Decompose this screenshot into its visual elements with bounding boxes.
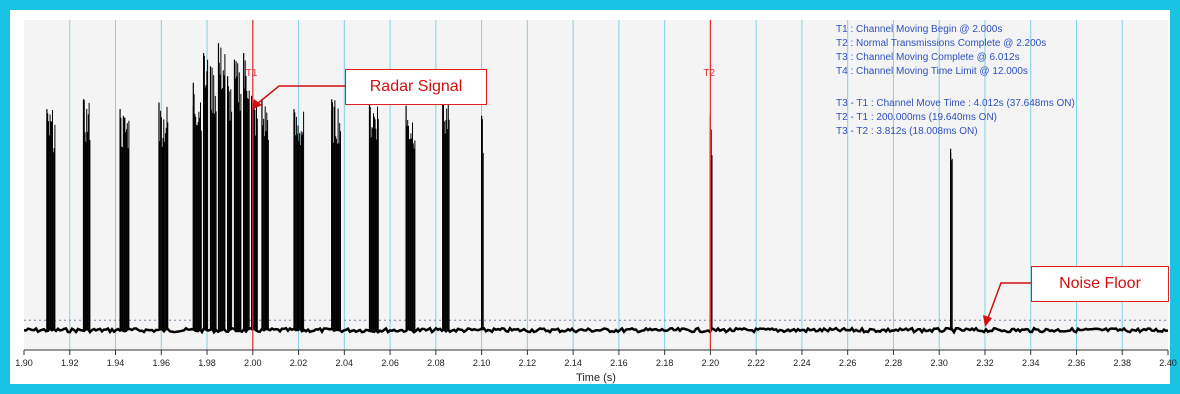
x-tick-label: 2.30 bbox=[930, 358, 948, 368]
signal-burst bbox=[82, 99, 91, 331]
marker-label-t2: T2 bbox=[703, 68, 715, 79]
x-tick-label: 1.94 bbox=[107, 358, 125, 368]
x-tick-label: 2.18 bbox=[656, 358, 674, 368]
noise-arrow-line bbox=[987, 282, 1031, 319]
signal-burst bbox=[368, 95, 379, 331]
x-axis-label: Time (s) bbox=[576, 372, 616, 384]
radar-signal-callout: Radar Signal bbox=[345, 69, 487, 105]
x-axis-ticks: 1.90 1.92 1.94 1.96 1.98 2.00 2.02 2.04 2.06 2.08… bbox=[15, 349, 1177, 368]
x-tick-label: 2.02 bbox=[290, 358, 308, 368]
annotation-line: T2 : Normal Transmissions Complete @ 2.2… bbox=[836, 38, 1046, 49]
signal-burst bbox=[331, 99, 341, 331]
annotation-block: T1 : Channel Moving Begin @ 2.000s T2 : N… bbox=[836, 24, 1075, 137]
signal-burst bbox=[217, 43, 226, 331]
x-tick-label: 2.24 bbox=[793, 358, 811, 368]
marker-label-t1: T1 bbox=[246, 68, 258, 79]
x-tick-label: 1.90 bbox=[15, 358, 33, 368]
signal-burst bbox=[405, 105, 416, 331]
radar-arrow-line bbox=[256, 85, 345, 105]
x-tick-label: 1.98 bbox=[198, 358, 216, 368]
signal-burst bbox=[192, 82, 202, 331]
x-tick-label: 2.38 bbox=[1113, 358, 1131, 368]
noise-floor-trace bbox=[23, 326, 1169, 335]
x-tick-label: 2.32 bbox=[976, 358, 994, 368]
x-tick-label: 2.34 bbox=[1022, 358, 1040, 368]
signal-burst bbox=[158, 102, 169, 331]
signal-burst bbox=[46, 109, 56, 331]
signal-burst bbox=[243, 53, 250, 331]
x-tick-label: 2.08 bbox=[427, 358, 445, 368]
noise-arrow-head bbox=[983, 315, 992, 327]
signal-burst bbox=[293, 109, 305, 331]
x-tick-label: 1.92 bbox=[61, 358, 79, 368]
x-tick-label: 2.12 bbox=[519, 358, 537, 368]
signal-burst bbox=[227, 76, 233, 331]
time-markers: T1 T2 bbox=[246, 20, 716, 350]
x-tick-label: 2.22 bbox=[747, 358, 765, 368]
x-tick-label: 2.04 bbox=[336, 358, 354, 368]
signal-burst bbox=[261, 99, 269, 331]
annotation-line: T3 - T1 : Channel Move Time : 4.012s (37… bbox=[836, 98, 1075, 109]
signal-burst bbox=[203, 53, 209, 331]
x-tick-label: 2.28 bbox=[885, 358, 903, 368]
x-tick-label: 2.10 bbox=[473, 358, 491, 368]
radar-arrow-head bbox=[252, 99, 262, 110]
x-tick-label: 2.16 bbox=[610, 358, 628, 368]
x-tick-label: 2.14 bbox=[564, 358, 582, 368]
x-tick-label: 2.00 bbox=[244, 358, 262, 368]
x-tick-label: 2.40 bbox=[1159, 358, 1177, 368]
callout-arrows bbox=[252, 85, 1031, 327]
annotation-line: T2 - T1 : 200.000ms (19.640ms ON) bbox=[836, 112, 997, 123]
signal-burst bbox=[119, 109, 130, 331]
signal-burst bbox=[481, 115, 484, 331]
x-tick-label: 2.20 bbox=[702, 358, 720, 368]
signal-burst bbox=[950, 148, 953, 331]
annotation-line: T3 : Channel Moving Complete @ 6.012s bbox=[836, 52, 1020, 63]
x-tick-label: 2.26 bbox=[839, 358, 857, 368]
x-tick-label: 1.96 bbox=[153, 358, 171, 368]
signal-burst bbox=[442, 95, 450, 331]
annotation-line: T4 : Channel Moving Time Limit @ 12.000s bbox=[836, 66, 1028, 77]
annotation-line: T1 : Channel Moving Begin @ 2.000s bbox=[836, 24, 1002, 35]
x-tick-label: 2.06 bbox=[381, 358, 399, 368]
signal-burst bbox=[233, 59, 242, 331]
noise-floor-callout: Noise Floor bbox=[1031, 266, 1169, 302]
x-tick-label: 2.36 bbox=[1068, 358, 1086, 368]
annotation-line: T3 - T2 : 3.812s (18.008ms ON) bbox=[836, 126, 978, 137]
signal-burst bbox=[209, 66, 217, 331]
